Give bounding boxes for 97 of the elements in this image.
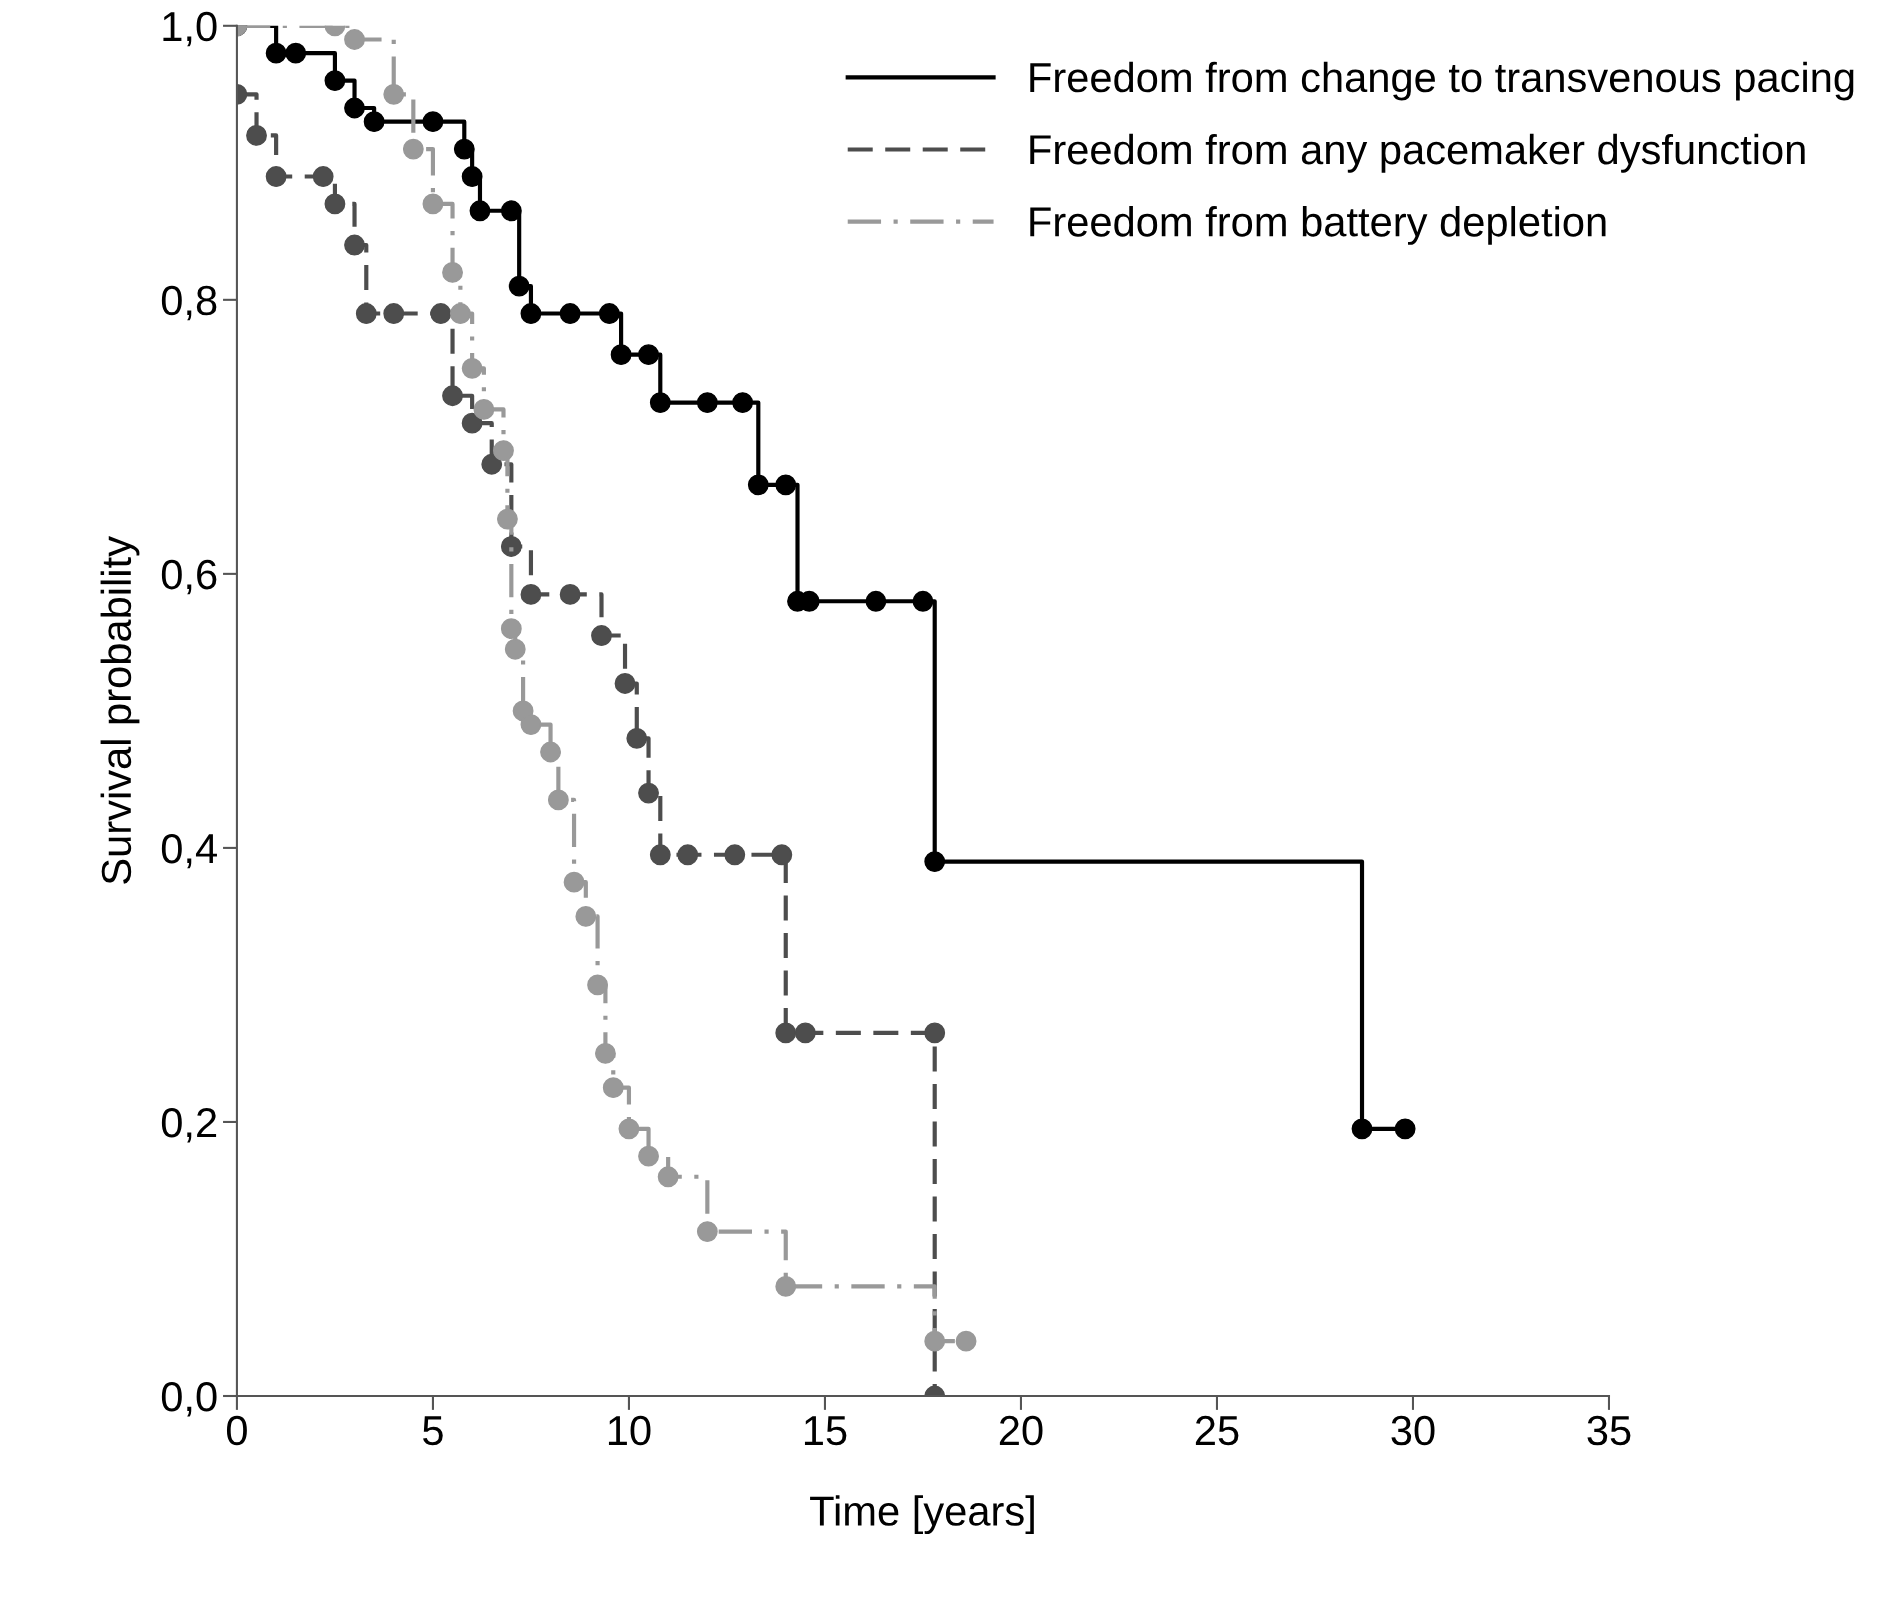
point xyxy=(461,166,483,187)
point xyxy=(540,741,561,763)
point xyxy=(344,234,365,256)
point xyxy=(344,29,365,50)
x-tick-label: 35 xyxy=(1587,1415,1631,1446)
point xyxy=(618,1118,640,1140)
point xyxy=(453,138,475,160)
legend-label: Freedom from battery depletion xyxy=(1030,206,1606,245)
point xyxy=(657,1166,679,1188)
y-tick-label: 0,8 xyxy=(161,285,217,321)
point xyxy=(614,673,636,694)
point xyxy=(912,590,934,612)
point xyxy=(865,590,887,612)
point xyxy=(794,1022,816,1044)
y-tick-label: 0,2 xyxy=(161,1107,217,1143)
point xyxy=(638,782,659,804)
point xyxy=(649,392,671,414)
point xyxy=(422,111,444,133)
point xyxy=(344,97,365,119)
point xyxy=(430,303,452,324)
point xyxy=(402,138,424,160)
point xyxy=(1394,1118,1416,1140)
point xyxy=(649,844,671,866)
point xyxy=(442,262,463,283)
point xyxy=(638,1145,659,1167)
y-tick-label: 1,0 xyxy=(163,11,217,47)
point xyxy=(696,1221,718,1242)
point xyxy=(246,124,267,146)
point xyxy=(775,1022,797,1044)
point xyxy=(473,399,495,420)
point xyxy=(493,440,514,461)
point xyxy=(442,385,463,407)
point xyxy=(481,453,503,475)
y-tick-label: 0,0 xyxy=(161,1381,217,1417)
point xyxy=(595,1043,616,1064)
point xyxy=(363,111,385,133)
point xyxy=(638,344,659,366)
point xyxy=(602,1077,624,1099)
point xyxy=(598,303,620,324)
x-tick-label: 10 xyxy=(608,1415,651,1446)
point xyxy=(1351,1118,1373,1140)
point xyxy=(696,392,718,414)
point xyxy=(924,1330,946,1352)
point xyxy=(591,625,612,646)
x-tick-label: 5 xyxy=(423,1416,443,1446)
point xyxy=(732,392,754,414)
point xyxy=(775,474,797,496)
point xyxy=(924,1022,946,1044)
x-tick-label: 30 xyxy=(1391,1415,1435,1446)
point xyxy=(775,1275,797,1297)
point xyxy=(771,844,793,866)
point xyxy=(422,193,444,215)
point xyxy=(575,906,597,927)
point xyxy=(724,844,746,866)
point xyxy=(500,200,522,222)
x-axis-title: Time [years] xyxy=(810,1495,1034,1535)
point xyxy=(265,42,287,64)
point xyxy=(312,166,334,187)
point xyxy=(449,303,471,324)
point xyxy=(955,1330,977,1352)
point xyxy=(461,412,483,434)
point xyxy=(924,851,946,873)
point xyxy=(504,638,526,660)
point xyxy=(496,508,518,530)
point xyxy=(563,871,585,893)
x-tick-label: 15 xyxy=(804,1416,847,1446)
point xyxy=(500,618,522,640)
x-tick-label: 20 xyxy=(999,1415,1043,1446)
point xyxy=(520,584,542,605)
x-tick-label: 0 xyxy=(226,1415,247,1446)
point xyxy=(559,303,581,324)
point xyxy=(461,357,483,379)
point xyxy=(355,303,377,324)
point xyxy=(747,474,769,496)
y-axis-title: Survival probability xyxy=(100,536,140,884)
point xyxy=(285,42,307,64)
point xyxy=(500,536,522,557)
point xyxy=(677,844,699,866)
point xyxy=(559,584,581,605)
point xyxy=(520,714,542,736)
point xyxy=(610,344,632,366)
point xyxy=(324,193,346,215)
y-tick-label: 0,6 xyxy=(161,559,217,595)
point xyxy=(469,200,491,222)
point xyxy=(626,727,648,749)
legend-label: Freedom from any pacemaker dysfunction xyxy=(1030,133,1805,173)
point xyxy=(520,303,542,324)
x-tick-label: 25 xyxy=(1195,1415,1239,1446)
point xyxy=(265,166,287,187)
point xyxy=(587,974,608,996)
y-tick-label: 0,4 xyxy=(161,833,217,869)
point xyxy=(508,275,530,297)
point xyxy=(383,83,405,105)
legend-label: Freedom from change to transvenous pacing xyxy=(1030,61,1854,101)
point xyxy=(383,303,405,324)
point xyxy=(324,70,346,92)
point xyxy=(547,789,569,811)
